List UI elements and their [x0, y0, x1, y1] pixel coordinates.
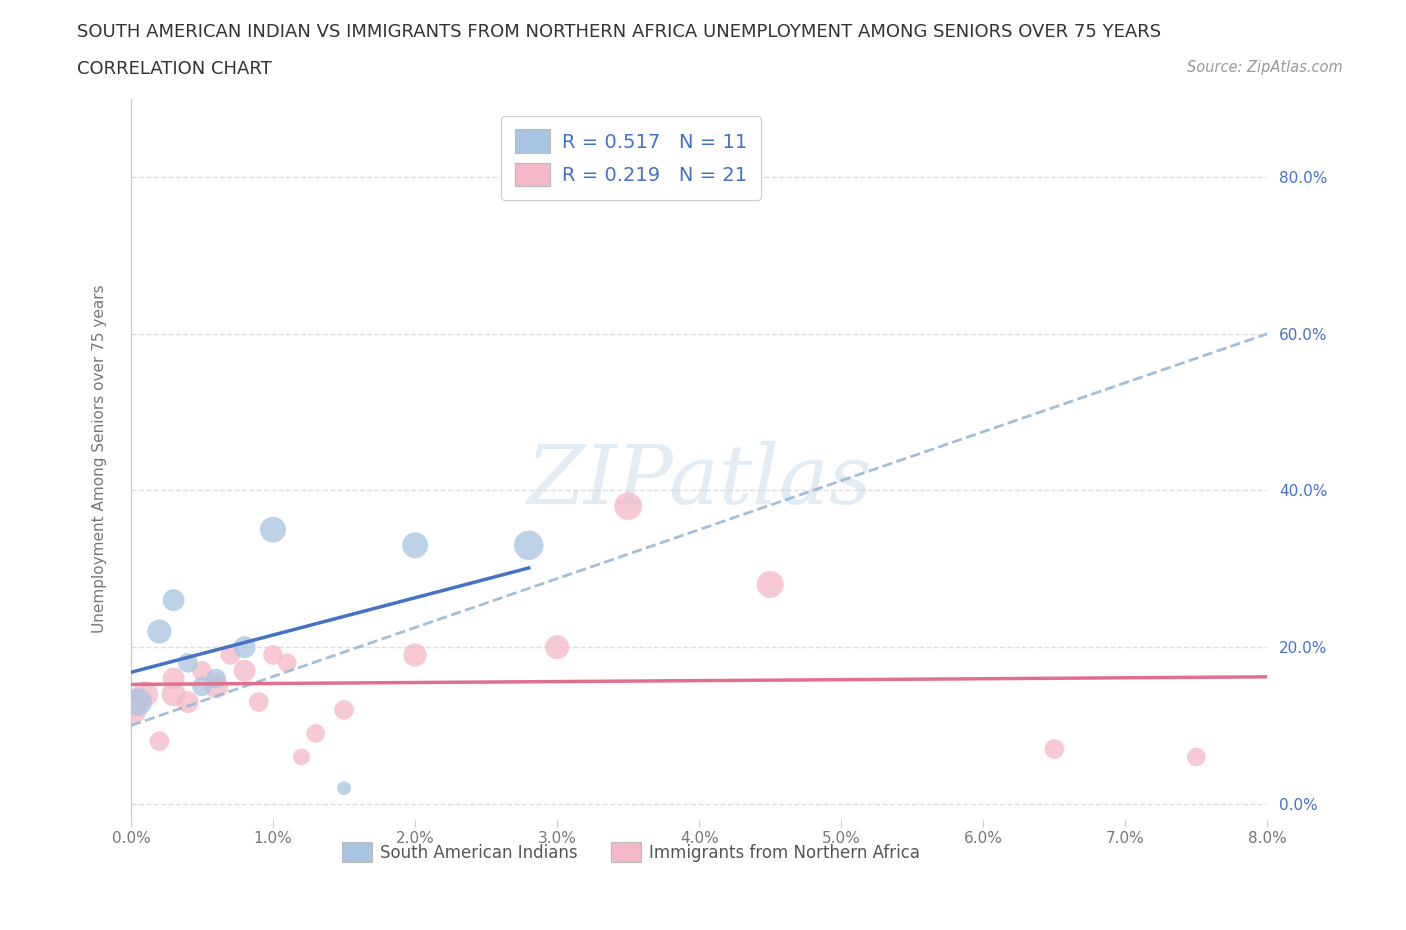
Point: [177, 656, 200, 671]
Point: [304, 726, 326, 741]
Point: [333, 781, 356, 796]
Point: [177, 695, 200, 710]
Point: [219, 647, 242, 662]
Point: [148, 734, 170, 749]
Point: [134, 686, 156, 701]
Point: [262, 523, 284, 538]
Point: [1185, 750, 1208, 764]
Point: [290, 750, 312, 764]
Legend: South American Indians, Immigrants from Northern Africa: South American Indians, Immigrants from …: [335, 835, 927, 869]
Point: [205, 679, 228, 694]
Point: [233, 640, 256, 655]
Point: [162, 686, 184, 701]
Point: [247, 695, 270, 710]
Point: [517, 538, 540, 552]
Text: SOUTH AMERICAN INDIAN VS IMMIGRANTS FROM NORTHERN AFRICA UNEMPLOYMENT AMONG SENI: SOUTH AMERICAN INDIAN VS IMMIGRANTS FROM…: [77, 23, 1161, 41]
Point: [1043, 741, 1066, 756]
Text: CORRELATION CHART: CORRELATION CHART: [77, 60, 273, 78]
Point: [404, 538, 426, 552]
Text: Source: ZipAtlas.com: Source: ZipAtlas.com: [1187, 60, 1343, 75]
Point: [404, 647, 426, 662]
Point: [759, 577, 782, 591]
Point: [262, 647, 284, 662]
Point: [148, 624, 170, 639]
Point: [162, 671, 184, 686]
Point: [191, 679, 214, 694]
Point: [205, 671, 228, 686]
Point: [546, 640, 568, 655]
Text: ZIPatlas: ZIPatlas: [526, 441, 872, 521]
Point: [617, 498, 640, 513]
Y-axis label: Unemployment Among Seniors over 75 years: Unemployment Among Seniors over 75 years: [93, 285, 107, 633]
Point: [127, 695, 149, 710]
Point: [333, 702, 356, 717]
Point: [120, 702, 142, 717]
Point: [233, 663, 256, 678]
Point: [191, 663, 214, 678]
Point: [162, 592, 184, 607]
Point: [276, 656, 298, 671]
